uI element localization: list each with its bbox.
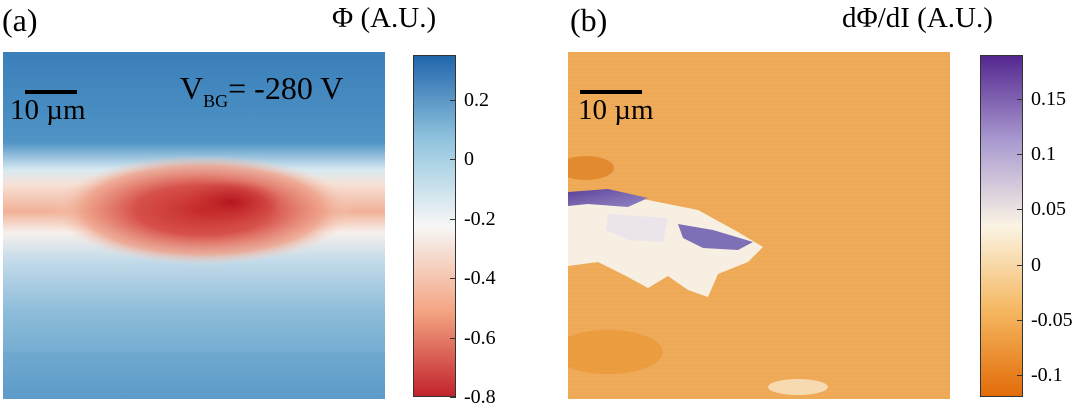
panel-b-derivative-map: [568, 52, 950, 399]
panel-a-minimum: [181, 180, 281, 224]
panel-a-colorbar: [413, 55, 456, 397]
colorbar-tick-mark: [450, 159, 456, 161]
panel-a-scale-label: 10 µm: [10, 94, 86, 126]
colorbar-tick-label: -0.4: [464, 267, 496, 290]
colorbar-tick-label: 0.1: [1031, 143, 1056, 166]
panel-b-label: (b): [570, 2, 608, 38]
panel-a-scale-bar: [25, 90, 77, 94]
colorbar-tick-label: -0.05: [1031, 308, 1073, 331]
panel-b-colorbar: [980, 55, 1023, 397]
panel-a-colorbar-title: Φ (A.U.): [332, 2, 437, 34]
panel-b-scale-label: 10 µm: [578, 94, 654, 126]
colorbar-tick-label: 0.2: [464, 88, 489, 111]
colorbar-tick-mark: [1017, 154, 1023, 156]
colorbar-tick-label: 0: [1031, 253, 1041, 276]
colorbar-tick-mark: [1017, 319, 1023, 321]
colorbar-tick-label: -0.1: [1031, 363, 1063, 386]
colorbar-tick-mark: [450, 278, 456, 280]
panel-a-potential-map: [3, 52, 385, 399]
colorbar-tick-label: -0.8: [464, 386, 496, 408]
colorbar-tick-mark: [450, 337, 456, 339]
colorbar-tick-label: -0.6: [464, 326, 496, 349]
colorbar-tick-mark: [450, 99, 456, 101]
colorbar-tick-mark: [1017, 99, 1023, 101]
colorbar-tick-label: 0: [464, 148, 474, 171]
colorbar-tick-label: 0.05: [1031, 198, 1066, 221]
panel-a-gate-voltage: VBG= -280 V: [180, 70, 344, 111]
colorbar-tick-mark: [450, 218, 456, 220]
panel-b-scale-bar: [580, 90, 642, 94]
colorbar-tick-mark: [1017, 374, 1023, 376]
panel-b-positive-edge: [568, 189, 648, 207]
colorbar-tick-label: -0.2: [464, 207, 496, 230]
panel-b-colorbar-title: dΦ/dI (A.U.): [842, 2, 993, 34]
panel-b-positive-spot: [678, 224, 753, 250]
colorbar-tick-mark: [1017, 209, 1023, 211]
colorbar-tick-label: 0.15: [1031, 88, 1066, 111]
colorbar-tick-mark: [1017, 264, 1023, 266]
panel-a-label: (a): [2, 2, 38, 38]
colorbar-tick-mark: [450, 397, 456, 398]
